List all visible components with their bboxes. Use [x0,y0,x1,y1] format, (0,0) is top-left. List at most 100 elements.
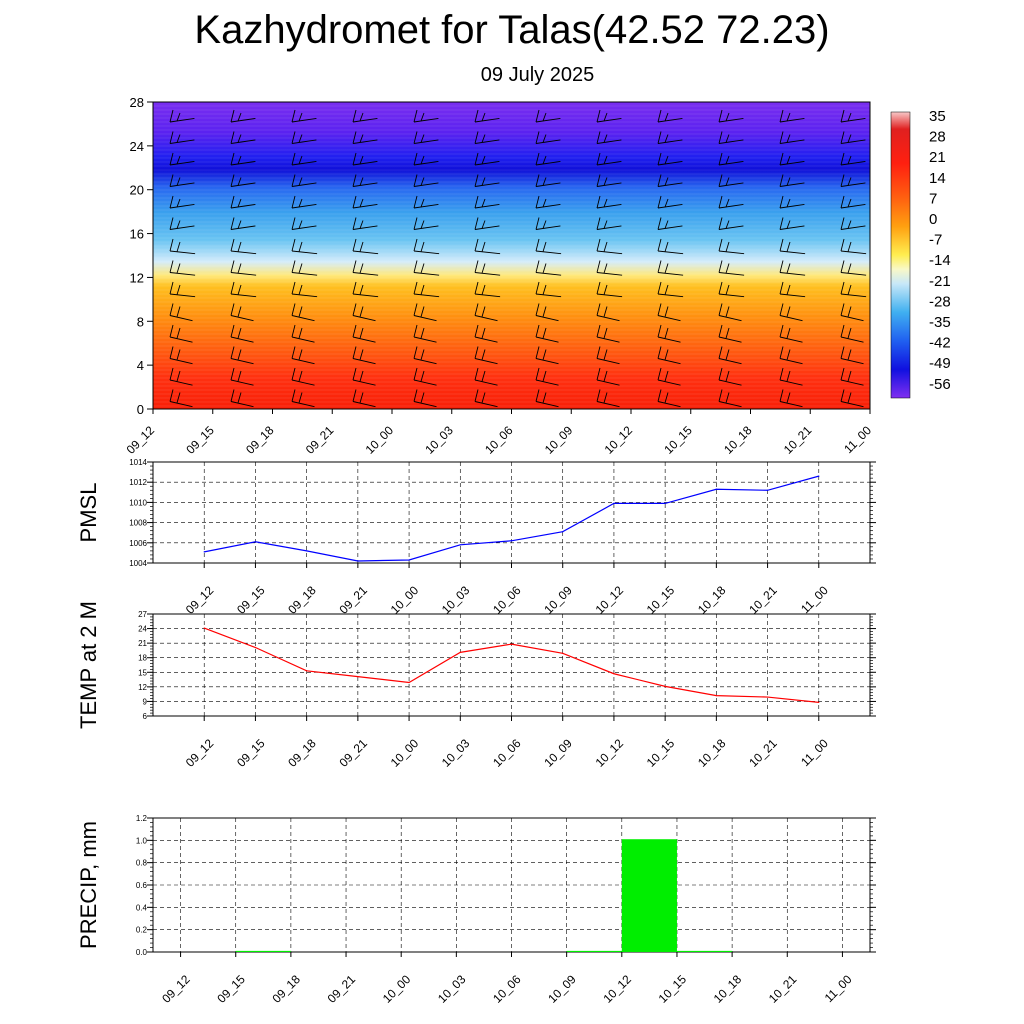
wind-barb-flag [291,324,296,338]
wind-barb-flag [779,152,784,166]
wind-barb-flag [657,109,662,123]
wind-barb [779,346,803,365]
wind-barb-shaft [169,182,195,187]
wind-barb-shaft [840,293,867,298]
wind-barb-flag [420,198,425,208]
wind-barb-shaft [291,315,315,322]
wind-barb-flag [664,112,669,122]
wind-barb-flag [664,134,669,143]
wind-barb-flag [786,306,791,318]
wind-barb-flag [847,370,852,382]
wind-barb-shaft [291,272,318,276]
wind-barb [840,109,866,123]
wind-barb-shaft [474,401,498,408]
wind-barb-flag [847,327,852,339]
wind-barb-shaft [596,250,623,255]
wind-barb [596,367,620,386]
wind-barb-flag [420,370,425,382]
wind-barb [657,109,683,123]
wind-barb-flag [657,260,662,273]
wind-barb-shaft [169,272,196,276]
wind-barb-flag [840,174,845,187]
wind-barb-flag [718,324,723,338]
wind-barb [352,174,378,187]
wind-barb [596,174,622,187]
wind-barb-flag [359,177,364,186]
wind-barb-flag [237,306,242,318]
wind-barb-shaft [535,182,561,187]
wind-barb [779,281,806,298]
wind-barb-flag [413,303,418,316]
data-point [613,673,615,675]
wind-barb-flag [840,281,845,295]
wind-barb-shaft [352,401,376,408]
wind-barb [718,174,744,187]
wind-barb [169,109,195,123]
wind-barb [352,389,376,408]
wind-barb [779,303,803,322]
y-tick-label: 18 [138,654,147,663]
wind-barb [596,260,623,276]
wind-barb-flag [176,241,181,252]
wind-barb [718,238,745,255]
wind-barb-flag [718,238,723,252]
wind-barb [230,131,256,144]
wind-barb-shaft [657,203,683,209]
heatmap-y-tick-label: 4 [137,358,144,373]
data-point [203,627,205,629]
wind-barb-shaft [291,293,318,298]
wind-barb-shaft [596,225,622,230]
wind-barb [840,367,864,386]
wind-barb-flag [298,134,303,143]
colorbar-label: 0 [929,211,937,228]
wind-barb-shaft [474,160,500,166]
wind-barb [657,303,681,322]
temp-panel: 6 9 12 15 18 21 24 27 09_12 09_15 09_18 09_21 10_00 1… [76,601,876,770]
wind-barb-shaft [840,225,866,230]
wind-barb-flag [725,349,730,361]
wind-barb-flag [352,195,357,209]
wind-barb [718,260,745,276]
x-tick-label: 09_15 [234,583,268,617]
wind-barb-flag [542,306,547,318]
data-point [203,551,205,553]
wind-barb [291,281,318,298]
wind-barb [169,152,195,166]
wind-barb [352,195,378,209]
wind-barb-flag [359,306,364,318]
wind-barb-flag [542,155,547,165]
wind-barb-flag [725,134,730,143]
wind-barb-flag [474,109,479,123]
wind-barb-flag [596,260,601,273]
wind-barb-shaft [291,225,317,230]
wind-barb [474,324,498,343]
wind-barb [291,109,317,123]
wind-barb-flag [596,195,601,209]
wind-barb-flag [298,306,303,318]
wind-barb-flag [657,303,662,316]
wind-barb [657,131,683,144]
wind-barb-flag [718,131,723,144]
wind-barb-flag [230,346,235,359]
wind-barb-flag [779,281,784,295]
wind-barb-flag [725,112,730,122]
wind-barb [657,346,681,365]
heatmap-x-axis: 09_12 09_15 09_18 09_21 10_00 10_03 10_06 10_09… [124,409,874,457]
wind-barb-flag [786,134,791,143]
wind-barb-shaft [535,272,562,276]
wind-barb [291,389,315,408]
wind-barb-flag [230,367,235,381]
wind-barb [413,131,439,144]
wind-barb-flag [420,349,425,361]
precip-bar [676,950,733,952]
heatmap-x-tick-label: 10_18 [721,423,755,457]
wind-barb-flag [298,177,303,186]
wind-barb [535,346,559,365]
wind-barb [169,174,195,187]
wind-barb-flag [291,389,296,402]
colorbar: 35 28 21 14 7 0 -7 -14 -21 -28 -35 -42 -49 -56 [890,108,951,399]
wind-barb-flag [603,306,608,318]
wind-barb-flag [603,198,608,208]
colorbar-label: -49 [929,355,951,372]
wind-barb-shaft [840,336,864,343]
